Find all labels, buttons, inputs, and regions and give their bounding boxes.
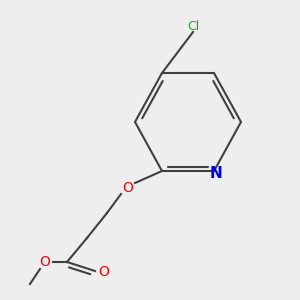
Text: O: O bbox=[123, 181, 134, 195]
Text: Cl: Cl bbox=[187, 20, 199, 34]
Text: N: N bbox=[210, 166, 222, 181]
Text: O: O bbox=[99, 265, 110, 279]
Text: O: O bbox=[40, 255, 50, 269]
